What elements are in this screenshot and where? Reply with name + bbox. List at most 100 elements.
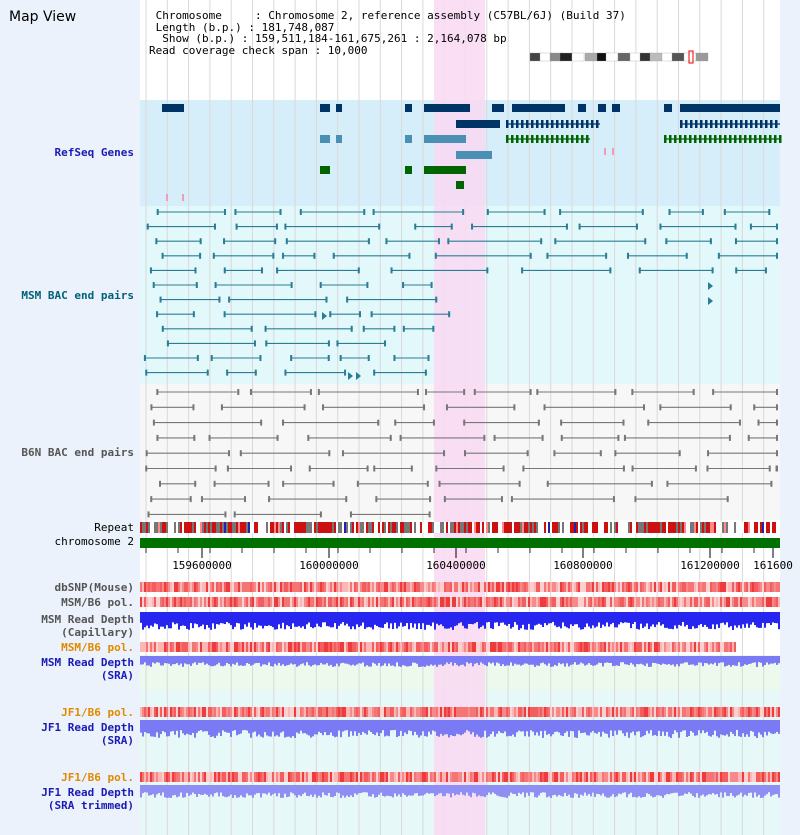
refseq-gene-exon <box>714 135 717 143</box>
jf1-trim-pol-density <box>322 772 324 782</box>
msm-sra-pol-density <box>540 642 542 652</box>
jf1-sra-depth <box>244 720 246 731</box>
track-label-jf1-pol-trim[interactable]: JF1/B6 pol. <box>61 771 134 784</box>
msm-pol-density <box>552 597 554 607</box>
repeat-element <box>180 522 182 533</box>
b6n-bac-end <box>483 434 486 441</box>
msm-capillary-depth <box>208 612 210 628</box>
repeat-element <box>226 522 228 533</box>
msm-bac-end <box>540 238 543 245</box>
dbsnp-density <box>170 582 172 592</box>
jf1-trimmed-depth <box>570 785 572 798</box>
dbsnp-density <box>362 582 364 592</box>
dbsnp-density <box>660 582 662 592</box>
jf1-trim-pol-density <box>202 772 204 782</box>
msm-sra-pol-density <box>652 642 654 652</box>
msm-capillary-depth <box>760 612 762 628</box>
jf1-sra-depth <box>730 720 732 732</box>
track-label-jf1-pol[interactable]: JF1/B6 pol. <box>61 706 134 719</box>
refseq-gene <box>456 151 492 159</box>
msm-capillary-depth <box>174 612 176 625</box>
msm-pol-density <box>342 597 344 607</box>
jf1-trim-pol-density <box>316 772 318 782</box>
track-label-b6n-bac[interactable]: B6N BAC end pairs <box>21 446 134 459</box>
track-label-repeat[interactable]: Repeat <box>94 521 134 534</box>
msm-sra-pol-density <box>576 642 578 652</box>
track-label-msm-pol[interactable]: MSM/B6 pol. <box>61 596 134 609</box>
msm-pol-density <box>428 597 430 607</box>
msm-pol-density <box>320 597 322 607</box>
refseq-gene-exon <box>576 135 579 143</box>
jf1-pol-density <box>566 707 568 717</box>
jf1-trim-pol-density <box>510 772 512 782</box>
jf1-sra-depth <box>402 720 404 737</box>
repeat-element <box>490 522 492 533</box>
jf1-pol-density <box>342 707 344 717</box>
track-label-msm-depth-cap-1[interactable]: MSM Read Depth <box>41 613 134 626</box>
msm-capillary-depth <box>656 612 658 625</box>
jf1-pol-density <box>608 707 610 717</box>
jf1-sra-depth <box>772 720 774 735</box>
msm-sra-pol-density <box>582 642 584 652</box>
jf1-trim-pol-density <box>170 772 172 782</box>
msm-pol-density <box>520 597 522 607</box>
jf1-trimmed-depth <box>734 785 736 798</box>
jf1-pol-density <box>774 707 776 717</box>
jf1-pol-density <box>310 707 312 717</box>
jf1-trimmed-depth <box>322 785 324 793</box>
jf1-pol-density <box>536 707 538 717</box>
msm-sra-depth <box>228 656 230 665</box>
msm-pol-density <box>500 597 502 607</box>
msm-capillary-depth <box>530 612 532 630</box>
track-label-dbsnp[interactable]: dbSNP(Mouse) <box>54 581 134 594</box>
track-label-msm-pol-sra[interactable]: MSM/B6 pol. <box>61 641 134 654</box>
msm-sra-depth <box>708 656 710 665</box>
jf1-trim-pol-density <box>384 772 386 782</box>
jf1-pol-density <box>574 707 576 717</box>
jf1-trim-pol-density <box>150 772 152 782</box>
msm-sra-pol-density <box>276 642 278 652</box>
msm-sra-pol-density <box>560 642 562 652</box>
jf1-pol-density <box>362 707 364 717</box>
repeat-element <box>766 522 768 533</box>
msm-sra-depth <box>366 656 368 666</box>
jf1-trim-pol-density <box>344 772 346 782</box>
repeat-element <box>190 522 192 533</box>
track-label-chromosome[interactable]: chromosome 2 <box>54 535 134 548</box>
track-label-msm-bac[interactable]: MSM BAC end pairs <box>21 289 134 302</box>
msm-capillary-depth <box>554 612 556 626</box>
repeat-element <box>702 522 704 533</box>
jf1-trim-pol-density <box>188 772 190 782</box>
track-label-jf1-depth-trim-1[interactable]: JF1 Read Depth <box>41 786 134 799</box>
track-label-refseq[interactable]: RefSeq Genes <box>54 146 134 159</box>
jf1-pol-density <box>424 707 426 717</box>
jf1-trim-pol-density <box>178 772 180 782</box>
dbsnp-density <box>692 582 694 592</box>
refseq-gene-exon <box>561 120 564 128</box>
msm-pol-density <box>300 597 302 607</box>
jf1-trimmed-depth <box>650 785 652 796</box>
repeat-element <box>154 522 156 533</box>
track-label-msm-depth-sra-1[interactable]: MSM Read Depth <box>41 656 134 669</box>
msm-sra-pol-density <box>182 642 184 652</box>
msm-sra-depth <box>558 656 560 663</box>
jf1-pol-density <box>644 707 646 717</box>
msm-sra-depth <box>376 656 378 666</box>
track-label-jf1-depth-1[interactable]: JF1 Read Depth <box>41 721 134 734</box>
jf1-pol-density <box>348 707 350 717</box>
jf1-sra-depth <box>424 720 426 737</box>
msm-sra-depth <box>464 656 466 667</box>
jf1-trim-pol-density <box>428 772 430 782</box>
jf1-sra-depth <box>382 720 384 731</box>
refseq-gene-exon <box>586 120 589 128</box>
repeat-element <box>426 522 428 533</box>
msm-capillary-depth <box>544 612 546 624</box>
dbsnp-density <box>212 582 214 592</box>
dbsnp-density <box>644 582 646 592</box>
msm-sra-depth <box>338 656 340 667</box>
msm-sra-depth <box>322 656 324 665</box>
msm-sra-pol-density <box>254 642 256 652</box>
jf1-trimmed-depth <box>424 785 426 795</box>
msm-capillary-depth <box>568 612 570 629</box>
